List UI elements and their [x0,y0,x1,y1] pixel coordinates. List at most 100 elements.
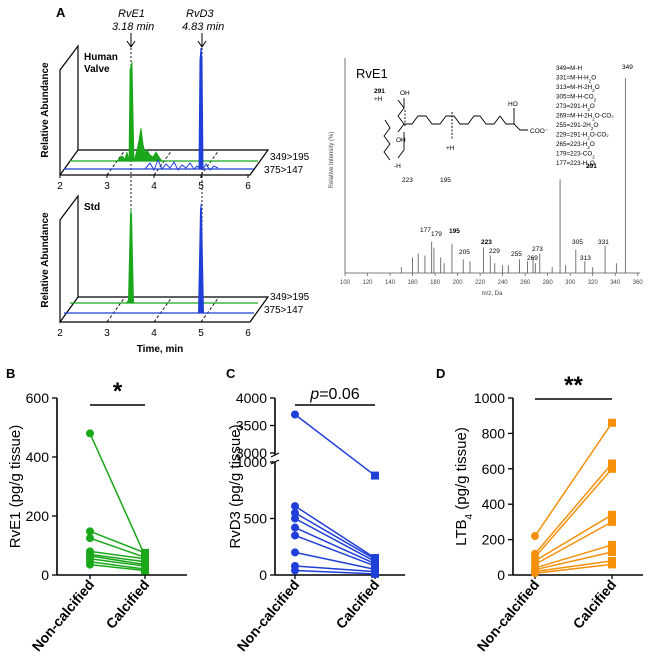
y-axis-label: RvE1 (pg/g tissue) [7,425,24,548]
fragment-assignment: 229=291-H2O-CO₂ [556,132,609,141]
bottom-trace-label-349: 349>195 [270,292,310,303]
calcified-point [608,517,616,526]
pair-line [534,463,613,555]
pair-line [534,521,613,566]
peak-label-177: 177 [420,227,431,234]
peak-label-229: 229 [489,248,500,255]
structure-label-223: 223 [402,177,413,184]
bottom-back-wall [59,194,79,324]
category-label: Calcified [333,577,383,632]
y-tick-label: 200 [482,532,506,548]
spectrum-tick-label: 200 [453,280,464,286]
pair-line [534,514,613,562]
spectrum-tick-label: 360 [633,280,644,286]
panel-c-letter: C [226,366,236,381]
y-tick-label: 600 [482,461,506,477]
top-tick-label-2: 2 [57,181,63,192]
pair-line [294,526,376,565]
pair-line [89,537,146,559]
spectrum-tick-label: 320 [588,280,599,286]
spectrum-tick-label: 120 [363,280,374,286]
bottom-y-axis-label: Relative Abundance [40,212,51,308]
top-tick-label-6: 6 [245,181,251,192]
panel-b-rve1-chart: 0 200 400 600 RvE1 (pg/g tissue) Non-calcifie… [7,378,187,654]
peak-label-195: 195 [449,228,460,235]
panel-a-letter: A [56,5,66,20]
structure-label-coo: COO⁻ [530,128,549,135]
pair-line [89,553,146,563]
y-tick-label: 800 [482,425,506,441]
pair-line [294,413,376,477]
calcified-point [371,471,379,480]
calcified-point [371,569,379,578]
top-blue-peaks [144,47,219,172]
rvd3-peak-time: 4.83 min [182,21,224,33]
y-tick-label: 4000 [236,390,267,406]
top-green-peaks [116,61,163,162]
bottom-x-axis-label: Time, min [137,344,184,355]
non-calcified-point [86,429,94,438]
structure-label-195: 195 [440,177,451,184]
significance-label: ** [564,372,583,399]
peak-label-205: 205 [459,249,470,256]
panel-b-letter: B [6,366,15,381]
top-back-wall [59,44,79,177]
ms-spectrum: Relative Intensity (%) m/z, Da RvE1 100 1… [329,58,643,297]
pair-line [294,569,376,575]
fragment-assignment: 273=291-H2O [556,103,595,112]
fragment-assignments: 349=M-H 331=M-H-H2O313=M-H-2H2O305=M-H-CO… [556,65,614,169]
top-sample-label-2: Valve [84,64,110,75]
y-tick-label: 600 [26,390,50,406]
structure-label-ho: HO [508,101,518,108]
pair-line [294,512,376,560]
top-trace-label-375: 375>147 [264,165,304,176]
rve1-peak-time: 3.18 min [112,21,154,33]
non-calcified-point [291,502,299,511]
top-blue-main-peak [199,48,203,169]
bottom-chromatogram: Std 349>195 375>147 Relative Abundance 2… [40,194,310,355]
bottom-green-peak [126,207,134,303]
peak-label-305: 305 [572,239,583,246]
top-chromatogram: Human Valve 349>195 375>147 Relative Abu… [40,44,310,192]
fragment-assignment: 177=223-H2O [556,160,595,169]
spectrum-tick-label: 260 [520,280,531,286]
top-tick-label-5: 5 [198,181,204,192]
fragment-assignment: 349=M-H [556,65,583,72]
spectrum-x-axis-label: m/z, Da [482,291,503,297]
pair-line [89,433,146,557]
spectrum-compound-label: RvE1 [356,66,388,81]
category-label: Non-calcified [29,577,98,655]
spectrum-tick-label: 220 [475,280,486,286]
y-tick-label: 0 [41,567,49,583]
category-label: Calcified [570,577,620,632]
bottom-tick-label-3: 3 [104,328,110,339]
calcified-point [608,464,616,473]
fragment-assignment: 313=M-H-2H2O [556,84,600,93]
pair-line [89,558,146,567]
fragment-assignment: 179=223-CO2 [556,151,595,160]
calcified-point [141,566,149,575]
pair-line [89,555,146,566]
y-tick-label: 200 [26,508,50,524]
axis-break-mark [270,452,280,458]
y-tick-label: 3000 [236,445,267,461]
pair-line [534,544,613,569]
panel-d-ltb4-chart: 0 200 400 600 800 1000 LTB4 (pg/g tissue) Non-c… [453,372,643,654]
bottom-sample-label: Std [84,202,100,213]
non-calcified-point [291,514,299,523]
non-calcified-point [291,523,299,532]
calcified-point [608,459,616,468]
rve1-arrow-icon [126,33,136,48]
bottom-tick-label-6: 6 [245,328,251,339]
structure-label-plus-h-1: +H [374,96,383,103]
top-sample-label: Human [84,52,118,63]
rve1-structure-icon [383,98,528,161]
bottom-tick-label-5: 5 [198,328,204,339]
structure-label-minus-h: -H [394,163,401,170]
fragment-assignment: 255=291-2H2O [556,122,598,131]
pair-line [534,551,613,571]
bottom-floor [60,296,270,323]
spectrum-tick-label: 180 [430,280,441,286]
non-calcified-point [291,548,299,557]
